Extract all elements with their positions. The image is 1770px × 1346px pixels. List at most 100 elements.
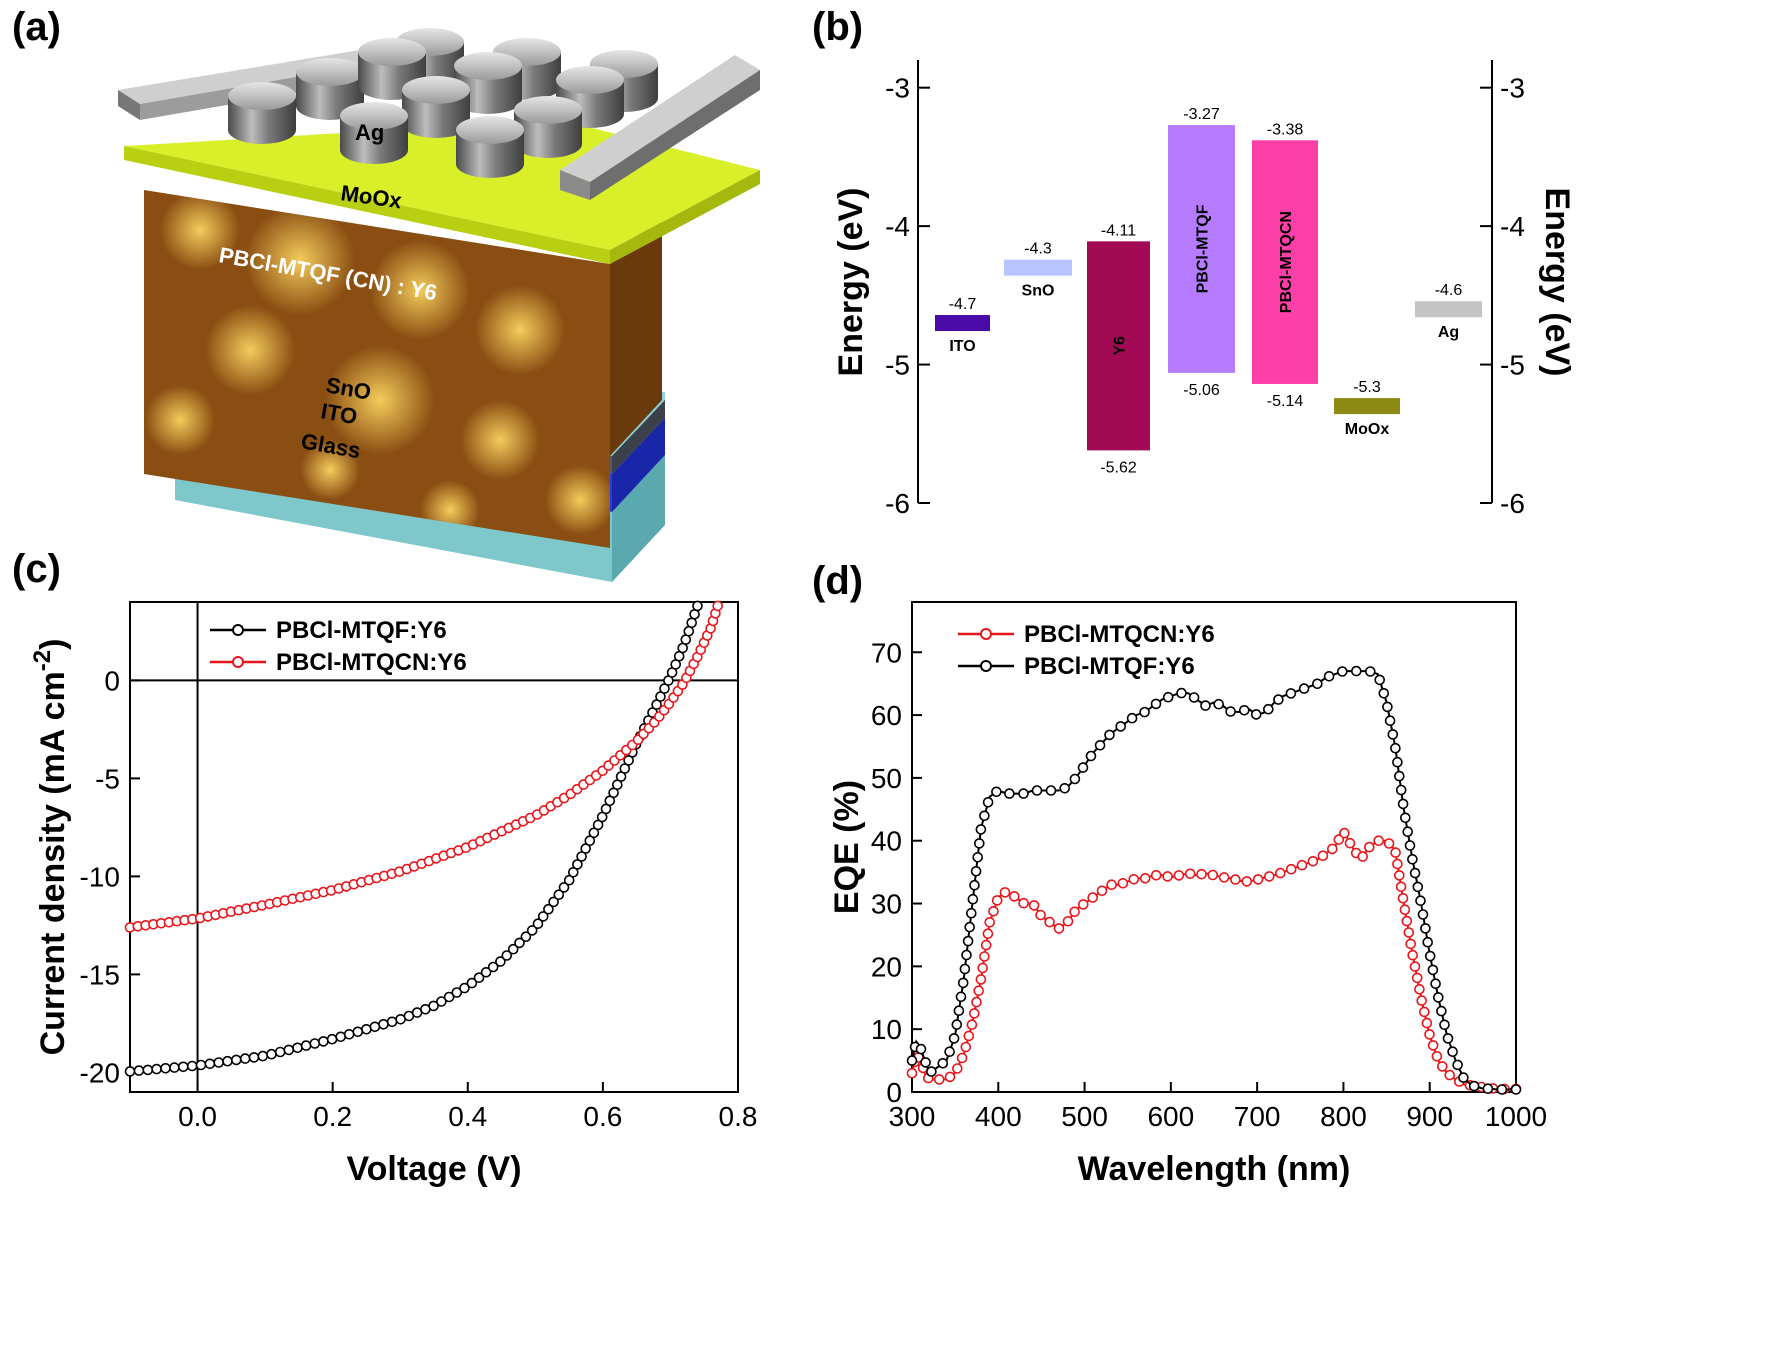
legend-marker (980, 660, 992, 672)
data-point (343, 1029, 355, 1040)
data-point (991, 895, 1003, 906)
data-point (969, 879, 980, 891)
energy-axis-label-left: Energy (eV) (832, 188, 870, 377)
work-function-value: -4.3 (1024, 241, 1052, 258)
ag-disc (402, 76, 470, 138)
panel-label-b: (b) (812, 5, 863, 49)
data-point (1339, 827, 1350, 839)
data-point (965, 907, 977, 919)
data-point (1431, 1051, 1443, 1062)
data-point (1176, 687, 1187, 699)
data-point (1382, 701, 1393, 713)
ag-disc (456, 116, 524, 178)
y-tick-label-right: -3 (1500, 73, 1525, 104)
data-point (1139, 706, 1150, 718)
data-point (487, 961, 499, 973)
data-point (692, 600, 703, 612)
data-point (1250, 709, 1262, 720)
data-point (955, 991, 967, 1003)
data-point (1173, 870, 1185, 881)
data-point (553, 889, 565, 901)
data-point (1357, 851, 1368, 862)
legend-entry: PBCl-MTQCN:Y6 (958, 621, 1215, 648)
data-point (507, 943, 519, 955)
data-point (979, 810, 990, 822)
data-point (1447, 1046, 1458, 1057)
x-tick-label: 1000 (1485, 1101, 1547, 1132)
data-point (1252, 874, 1264, 885)
data-point (213, 1057, 224, 1068)
data-point (1409, 961, 1421, 972)
data-point (1436, 1005, 1447, 1017)
data-point (1414, 983, 1425, 995)
panel-label-d: (d) (812, 559, 863, 603)
data-point (1416, 995, 1427, 1006)
data-point (1392, 858, 1403, 870)
data-point (501, 950, 513, 961)
data-point (1394, 770, 1405, 782)
data-point (537, 911, 549, 922)
y-tick-label-right: -6 (1500, 488, 1525, 519)
data-point (1263, 703, 1274, 715)
data-point (1028, 900, 1040, 911)
data-point (988, 905, 999, 917)
data-point (953, 1005, 965, 1017)
data-point (1394, 870, 1405, 881)
data-point (151, 1063, 162, 1075)
data-point (169, 1062, 180, 1073)
work-function-bar (1334, 398, 1400, 415)
data-point (520, 931, 532, 943)
data-point (1128, 873, 1140, 885)
data-point (1307, 855, 1319, 867)
data-point (1004, 788, 1015, 799)
data-point (1422, 936, 1433, 948)
data-point (961, 949, 972, 961)
material-label: MoOx (1345, 421, 1390, 438)
data-point (443, 991, 455, 1003)
data-point (274, 1046, 286, 1058)
data-point (1364, 841, 1375, 853)
panel-label-a: (a) (12, 5, 61, 49)
data-point (142, 1064, 154, 1076)
data-point (1397, 798, 1409, 810)
data-point (1126, 712, 1138, 724)
x-tick-label: 0.6 (583, 1101, 622, 1132)
material-label: Ag (1438, 324, 1459, 341)
data-point (133, 1065, 145, 1076)
material-label: Y6 (1112, 336, 1129, 356)
energy-level-ag: -4.6 Ag (1415, 282, 1482, 341)
data-point (160, 1063, 171, 1074)
data-point (973, 838, 985, 849)
data-point (335, 1031, 347, 1043)
data-point (1069, 773, 1081, 785)
y-tick-label: 0 (104, 665, 120, 696)
data-point (436, 996, 447, 1007)
data-point (1417, 909, 1429, 920)
data-point (1421, 1017, 1433, 1029)
data-point (592, 819, 604, 831)
data-point (956, 1052, 968, 1064)
data-point (1077, 762, 1089, 773)
data-point (1239, 704, 1250, 716)
x-tick-label: 800 (1320, 1101, 1367, 1132)
data-point (991, 786, 1002, 798)
energy-level-sno: -4.3 SnO (1004, 241, 1072, 300)
homo-lumo-label-top: -3.38 (1267, 121, 1304, 138)
data-point (1378, 687, 1390, 699)
data-point (1094, 739, 1106, 751)
data-point (195, 1059, 207, 1071)
legend-marker (232, 656, 244, 668)
data-point (971, 996, 982, 1008)
data-point (1008, 891, 1020, 902)
data-point (963, 1030, 975, 1042)
data-point (962, 935, 974, 947)
data-point (960, 1041, 972, 1053)
data-point (1397, 892, 1409, 904)
data-point (1184, 868, 1196, 880)
legend-label: PBCl-MTQCN:Y6 (1024, 621, 1215, 648)
device-schematic: Ag MoOx PBCl-MTQF (CN) : Y6 SnO ITO Glas… (118, 28, 760, 582)
data-point (1106, 879, 1117, 891)
data-point (1430, 978, 1441, 990)
data-point (576, 851, 587, 862)
data-point (1409, 867, 1421, 879)
